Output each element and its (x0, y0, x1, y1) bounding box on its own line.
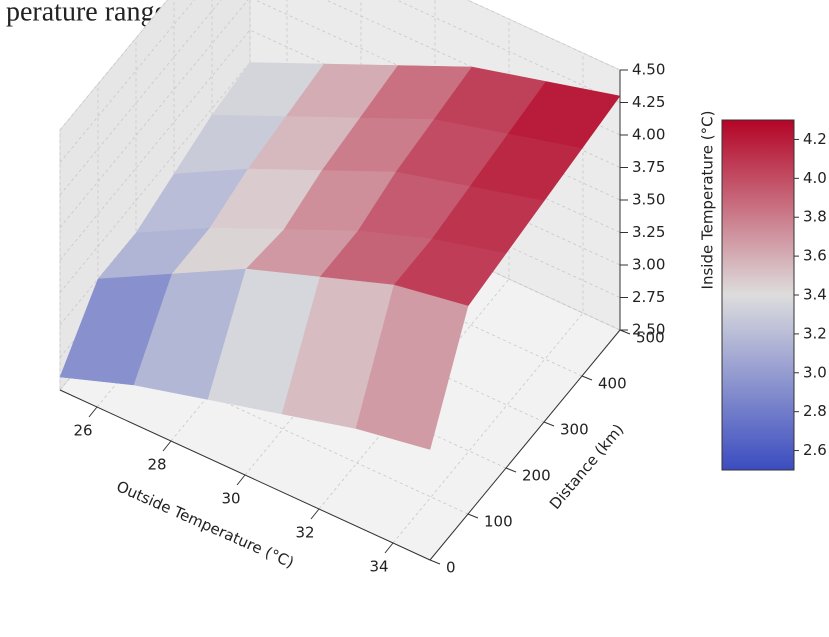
colorbar-tick-label: 3.4 (803, 286, 827, 304)
tick-mark (310, 508, 320, 520)
z-tick-label: 4.00 (632, 126, 665, 144)
surface-patch (355, 284, 469, 450)
colorbar-tick-label: 2.6 (803, 441, 827, 459)
colorbar-tick-label: 3.2 (803, 324, 827, 342)
tick-mark (619, 329, 631, 335)
x-tick-label: 26 (73, 422, 92, 440)
tick-mark (384, 542, 394, 554)
z-tick-label: 3.75 (632, 158, 665, 176)
z-tick-label: 3.50 (632, 191, 665, 209)
colorbar (721, 119, 795, 471)
z-tick-label: 2.50 (632, 321, 665, 339)
z-axis-label: Inside Temperature (°C) (699, 111, 717, 290)
colorbar-tick-label: 3.0 (803, 363, 827, 381)
z-tick-label: 4.50 (632, 61, 665, 79)
tick-mark (581, 375, 593, 381)
tick-mark (162, 440, 172, 452)
y-tick-label: 100 (484, 513, 513, 531)
z-tick-label: 3.00 (632, 256, 665, 274)
tick-mark (543, 421, 555, 427)
x-axis-label: Outside Temperature (°C) (114, 477, 297, 572)
tick-mark (88, 406, 98, 418)
colorbar-tick-label: 3.8 (803, 208, 827, 226)
y-tick-label: 500 (636, 329, 665, 347)
y-tick-label: 0 (446, 559, 456, 577)
tick-mark (467, 513, 479, 519)
tick-mark (429, 559, 441, 565)
axis-line (429, 329, 621, 561)
heading: perature range (6, 0, 167, 27)
x-tick-label: 32 (295, 524, 314, 542)
y-tick-label: 300 (560, 421, 589, 439)
z-tick-label: 4.25 (632, 93, 665, 111)
x-tick-label: 28 (147, 456, 166, 474)
colorbar-tick-label: 2.8 (803, 402, 827, 420)
colorbar-tick-label: 4.2 (803, 130, 827, 148)
y-tick-label: 400 (598, 375, 627, 393)
y-tick-label: 200 (522, 467, 551, 485)
z-tick-label: 2.75 (632, 288, 665, 306)
x-tick-label: 30 (221, 490, 240, 508)
z-tick-label: 3.25 (632, 223, 665, 241)
colorbar-tick-label: 3.6 (803, 247, 827, 265)
colorbar-tick-label: 4.0 (803, 169, 827, 187)
axis-line (59, 389, 431, 561)
tick-mark (505, 467, 517, 473)
tick-mark (236, 474, 246, 486)
x-tick-label: 34 (369, 558, 388, 576)
